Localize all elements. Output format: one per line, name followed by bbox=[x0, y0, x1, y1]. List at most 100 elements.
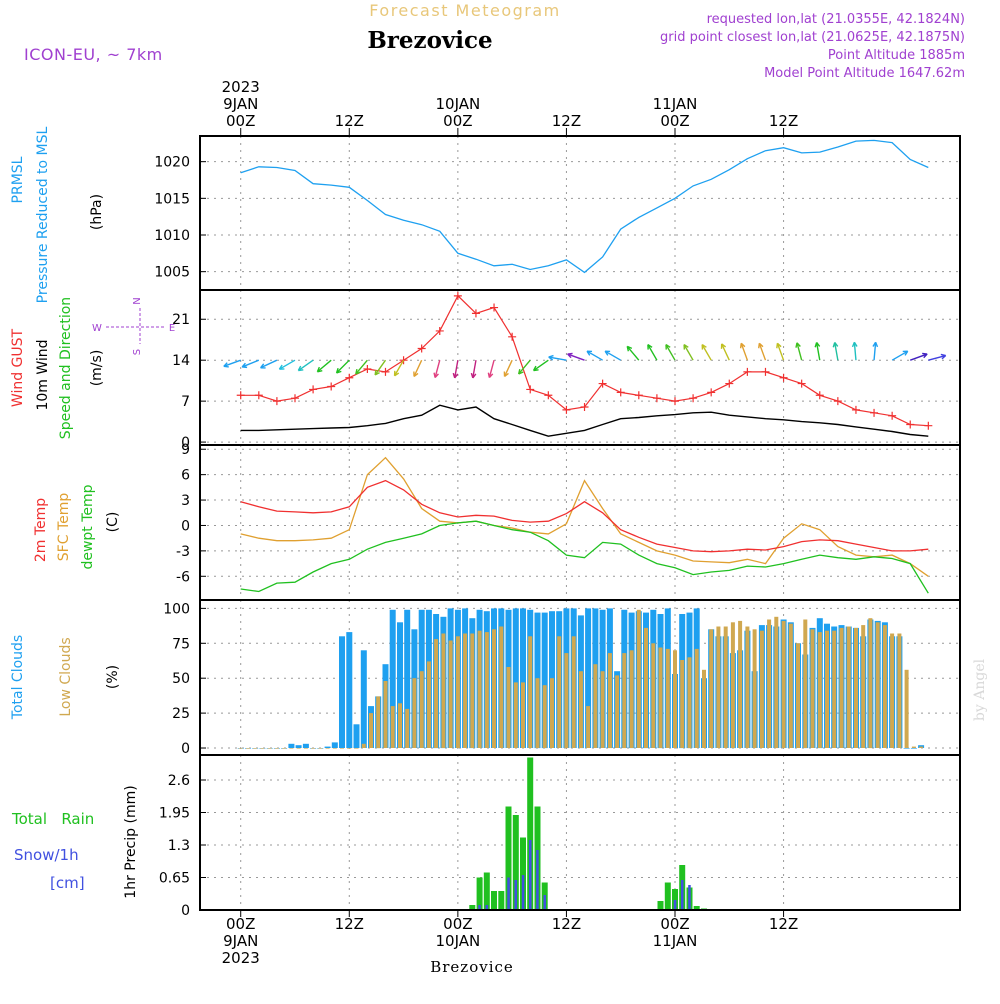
total-clouds-bar bbox=[404, 609, 411, 748]
pressure-line bbox=[240, 139, 929, 274]
wind-arrow-head bbox=[548, 354, 554, 361]
pressure-label-msl: Pressure Reduced to MSL bbox=[35, 126, 51, 303]
ytick-label: 0 bbox=[181, 435, 190, 451]
wind-arrow-head bbox=[832, 342, 839, 348]
wind-arrow-head bbox=[814, 342, 821, 348]
gust-label: Wind GUST bbox=[10, 328, 26, 407]
low-clouds-bar bbox=[405, 708, 410, 748]
low-clouds-bar bbox=[369, 713, 373, 748]
wind-direction-arrow bbox=[604, 350, 622, 361]
snow-bar bbox=[478, 905, 481, 910]
low-clouds-bar bbox=[615, 675, 620, 748]
low-clouds-bar bbox=[730, 622, 735, 748]
dewpt-label: dewpt Temp bbox=[80, 484, 96, 569]
ytick-label: 1020 bbox=[154, 155, 190, 171]
total-clouds-bar bbox=[295, 745, 302, 748]
xtick-top-label: 10JAN bbox=[435, 95, 480, 113]
gust-marker bbox=[671, 397, 679, 406]
low-clouds-bar bbox=[774, 616, 779, 749]
gust-marker bbox=[435, 326, 444, 335]
xtick-top-label: 00Z bbox=[443, 112, 472, 130]
low-clouds-bar bbox=[738, 620, 743, 748]
low-clouds-bar bbox=[528, 636, 533, 748]
low-clouds-bar bbox=[282, 748, 287, 749]
snow-bar bbox=[485, 905, 489, 910]
low-clouds-bar bbox=[644, 627, 648, 748]
wind-direction-arrow bbox=[776, 343, 785, 361]
low-clouds-bar bbox=[593, 664, 598, 748]
low-clouds-bar bbox=[521, 682, 525, 748]
wind-direction-arrow bbox=[721, 343, 730, 361]
total-clouds-bar bbox=[339, 636, 345, 748]
snow-bar bbox=[507, 877, 510, 910]
snow-bar bbox=[688, 885, 691, 910]
snow-bar bbox=[543, 895, 546, 910]
wind-direction-arrow bbox=[891, 350, 909, 361]
wind-direction-arrow bbox=[260, 359, 278, 369]
wind-direction-arrow bbox=[853, 342, 857, 361]
xtick-bottom-label: 12Z bbox=[335, 915, 364, 933]
low-clouds-bar bbox=[303, 748, 308, 749]
wind-arrow-head bbox=[532, 365, 539, 372]
gust-marker bbox=[254, 391, 263, 400]
low-clouds-bar bbox=[832, 630, 837, 748]
gust-marker bbox=[327, 382, 336, 391]
wind-arrow-head bbox=[567, 352, 573, 359]
low-clouds-bar bbox=[919, 746, 924, 748]
total-clouds-bar bbox=[302, 743, 309, 748]
wind-arrow-head bbox=[851, 341, 858, 348]
panel-frame-2 bbox=[199, 289, 961, 446]
gust-marker bbox=[508, 332, 517, 341]
snow-bar bbox=[681, 880, 684, 910]
ytick-label: 3 bbox=[181, 493, 190, 509]
xtick-bottom-label: 12Z bbox=[769, 915, 798, 933]
gridpoint-coords: grid point closest lon,lat (21.0625E, 42… bbox=[660, 30, 965, 45]
rain-bar bbox=[491, 891, 497, 910]
wind-direction-arrow bbox=[374, 359, 387, 376]
low-clouds-bar bbox=[687, 657, 692, 749]
snow-label: Snow/1h bbox=[14, 846, 79, 864]
xtick-bottom-label: 00Z bbox=[226, 915, 255, 933]
ytick-label: 14 bbox=[172, 353, 190, 369]
wind-arrow-head bbox=[355, 368, 361, 375]
sfc-temp-label: SFC Temp bbox=[56, 493, 72, 562]
gust-marker bbox=[707, 388, 716, 397]
wind-arrow-head bbox=[297, 365, 304, 372]
temp-unit: (C) bbox=[105, 512, 121, 533]
low-clouds-bar bbox=[586, 706, 591, 748]
wind-direction-arrow bbox=[503, 359, 513, 377]
wind-direction-arrow bbox=[413, 359, 423, 377]
rain-bar bbox=[512, 815, 519, 910]
low-clouds-bar bbox=[564, 653, 569, 749]
low-clouds-bar bbox=[289, 748, 294, 749]
total-clouds-bar bbox=[389, 609, 396, 748]
gust-marker bbox=[725, 379, 734, 388]
low-clouds-bar bbox=[680, 660, 685, 748]
wind-direction-arrow bbox=[316, 359, 332, 373]
wind-arrow-head bbox=[278, 364, 285, 370]
low-clouds-bar bbox=[325, 748, 330, 749]
low-clouds-bar bbox=[723, 626, 728, 748]
gust-marker bbox=[471, 309, 480, 318]
wind-direction-arrow bbox=[336, 359, 350, 374]
rain-bar bbox=[657, 901, 664, 910]
wind-direction-arrow bbox=[548, 356, 567, 361]
xtick-top-label: 12Z bbox=[769, 112, 798, 130]
temp2m-label: 2m Temp bbox=[33, 498, 49, 562]
compass-west: W bbox=[92, 323, 102, 334]
low-clouds-bar bbox=[260, 748, 265, 749]
ytick-label: 50 bbox=[172, 671, 190, 687]
total-clouds-bar bbox=[512, 608, 519, 748]
wind-unit: (m/s) bbox=[89, 350, 105, 387]
dewpt-line bbox=[240, 520, 929, 594]
snow-bar bbox=[514, 880, 517, 910]
ytick-label: 9 bbox=[181, 442, 190, 458]
ytick-label: 0 bbox=[181, 741, 190, 757]
gust-marker bbox=[417, 344, 426, 353]
rain-label: Total Rain bbox=[11, 810, 94, 828]
gust-marker bbox=[833, 397, 842, 406]
gust-marker bbox=[797, 379, 806, 388]
low-clouds-label: Low Clouds bbox=[58, 637, 74, 716]
wind-arrow-head bbox=[413, 371, 419, 378]
